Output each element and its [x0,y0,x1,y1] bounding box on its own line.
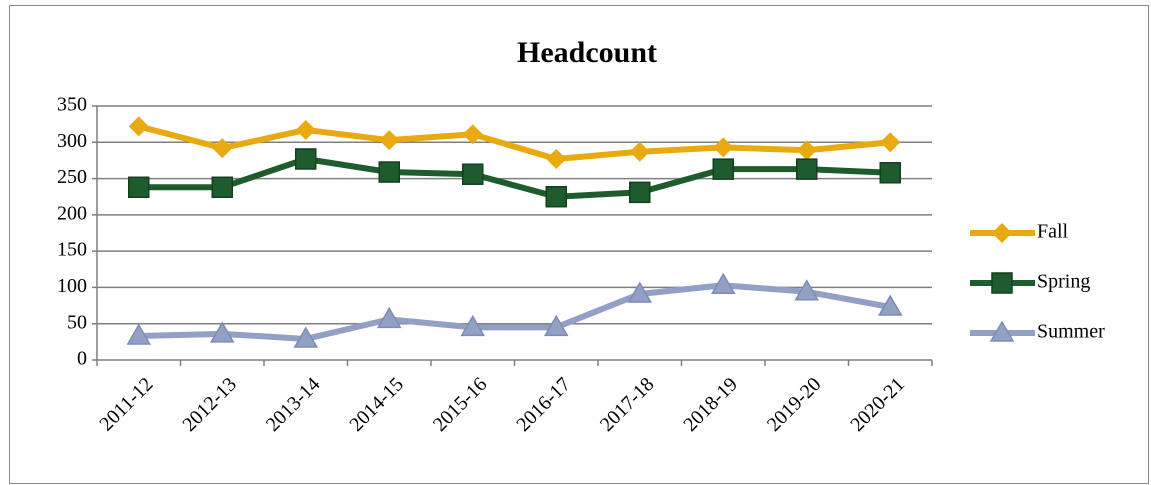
marker [629,141,650,162]
y-tick-label: 350 [57,94,87,116]
series-line [138,282,891,342]
marker [211,176,233,199]
marker [545,185,567,208]
y-tick-label: 100 [57,275,87,297]
marker [379,130,400,151]
legend-label: Spring [1037,271,1090,293]
marker [879,162,901,184]
y-tick-label: 0 [77,348,87,370]
marker [295,148,317,170]
series-line [137,123,891,162]
series-line [138,155,891,200]
marker [212,138,233,159]
y-tick-label: 300 [57,130,87,152]
chart-title: Headcount [517,36,657,69]
marker [710,272,736,295]
marker [877,294,903,316]
marker [293,326,319,348]
marker [629,181,651,204]
chart-border [9,5,1149,484]
marker [992,223,1012,243]
marker [989,320,1015,342]
y-tick-label: 150 [57,239,87,261]
marker [126,323,152,345]
marker [460,314,486,337]
marker [128,176,150,199]
y-tick-label: 250 [57,166,87,188]
marker [627,281,653,303]
marker [796,140,817,161]
marker [796,158,818,180]
marker [546,148,567,169]
marker [712,158,734,180]
marker [462,124,483,145]
marker [376,306,402,329]
marker [880,132,901,153]
marker [991,272,1013,294]
marker [378,161,400,183]
marker [713,137,734,158]
marker [543,314,569,337]
legend-label: Summer [1037,321,1105,343]
marker [128,116,149,137]
marker [462,163,484,185]
marker [794,279,820,301]
marker [209,321,235,343]
y-tick-label: 200 [57,202,87,224]
marker [295,119,316,140]
y-tick-label: 50 [67,311,87,333]
legend-label: Fall [1037,221,1069,243]
